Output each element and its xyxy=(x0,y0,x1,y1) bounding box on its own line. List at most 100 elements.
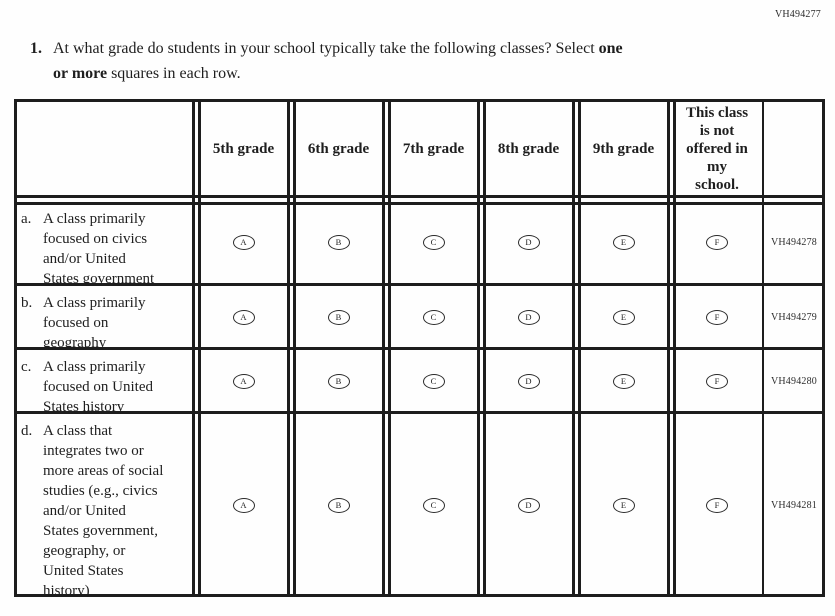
option-bubble-b-F[interactable]: F xyxy=(706,309,728,325)
option-cell: E xyxy=(576,199,671,285)
option-bubble-c-C[interactable]: C xyxy=(422,373,445,389)
option-bubble-b-C[interactable]: C xyxy=(422,309,445,325)
option-letter: D xyxy=(525,375,532,386)
row-label-a: a. A class primarily focused on civics a… xyxy=(14,199,196,285)
option-letter: E xyxy=(620,375,627,386)
option-cell: C xyxy=(386,349,481,413)
option-cell: F xyxy=(671,349,763,413)
option-bubble-c-D[interactable]: D xyxy=(517,373,540,389)
column-header-label: 7th grade xyxy=(402,141,465,157)
option-bubble-b-D[interactable]: D xyxy=(517,309,540,325)
option-bubble-a-E[interactable]: E xyxy=(612,234,635,250)
row-code-text: VH494278 xyxy=(770,236,818,248)
question-text-pre: At what grade do students in your school… xyxy=(53,40,599,57)
option-letter: A xyxy=(240,311,247,322)
row-label-d: d. A class that integrates two or more a… xyxy=(14,413,196,597)
option-cell: A xyxy=(196,285,291,349)
option-bubble-c-E[interactable]: E xyxy=(612,373,635,389)
option-cell: D xyxy=(481,285,576,349)
row-label-text: A class primarily focused on geography xyxy=(43,295,146,349)
option-cell: E xyxy=(576,349,671,413)
survey-table: 5th grade 6th grade 7th grade 8th grade … xyxy=(14,99,825,597)
option-letter: D xyxy=(525,311,532,322)
option-cell: B xyxy=(291,199,386,285)
option-letter: C xyxy=(430,499,437,510)
option-letter: A xyxy=(240,375,247,386)
column-header-not-offered: This class is not offered in my school. xyxy=(671,99,763,199)
option-bubble-d-D[interactable]: D xyxy=(517,497,540,513)
option-letter: A xyxy=(240,499,247,510)
option-bubble-d-E[interactable]: E xyxy=(612,497,635,513)
page-code: VH494277 xyxy=(774,9,821,20)
option-bubble-a-C[interactable]: C xyxy=(422,234,445,250)
option-letter: D xyxy=(525,236,532,247)
option-bubble-b-B[interactable]: B xyxy=(327,309,350,325)
row-letter: d. xyxy=(21,423,33,439)
option-cell: F xyxy=(671,285,763,349)
row-letter: b. xyxy=(21,295,33,311)
option-bubble-c-B[interactable]: B xyxy=(327,373,350,389)
column-header-9th-grade: 9th grade xyxy=(576,99,671,199)
row-code-a: VH494278 xyxy=(763,199,825,285)
option-cell: B xyxy=(291,349,386,413)
option-bubble-c-A[interactable]: A xyxy=(232,373,255,389)
row-letter: a. xyxy=(21,211,32,227)
option-cell: D xyxy=(481,413,576,597)
option-letter: F xyxy=(714,236,720,247)
option-bubble-b-E[interactable]: E xyxy=(612,309,635,325)
option-cell: E xyxy=(576,285,671,349)
option-bubble-d-C[interactable]: C xyxy=(422,497,445,513)
option-bubble-a-F[interactable]: F xyxy=(706,234,728,250)
option-bubble-d-F[interactable]: F xyxy=(706,497,728,513)
option-bubble-a-A[interactable]: A xyxy=(232,234,255,250)
option-letter: C xyxy=(430,236,437,247)
column-header-8th-grade: 8th grade xyxy=(481,99,576,199)
question-text-bold-or-more: or more xyxy=(53,65,108,82)
row-label-text: A class that integrates two or more area… xyxy=(43,423,164,597)
row-code-text: VH494281 xyxy=(770,499,818,511)
row-letter: c. xyxy=(21,359,32,375)
option-cell: C xyxy=(386,285,481,349)
row-label-b: b. A class primarily focused on geograph… xyxy=(14,285,196,349)
row-code-text: VH494279 xyxy=(770,311,818,323)
row-code-c: VH494280 xyxy=(763,349,825,413)
column-header-5th-grade: 5th grade xyxy=(196,99,291,199)
row-label-c: c. A class primarily focused on United S… xyxy=(14,349,196,413)
option-letter: F xyxy=(714,499,720,510)
option-cell: A xyxy=(196,199,291,285)
option-cell: D xyxy=(481,349,576,413)
option-bubble-d-B[interactable]: B xyxy=(327,497,350,513)
option-bubble-a-D[interactable]: D xyxy=(517,234,540,250)
option-cell: D xyxy=(481,199,576,285)
question-block: 1. At what grade do students in your sch… xyxy=(30,36,770,86)
option-bubble-c-F[interactable]: F xyxy=(706,373,728,389)
header-cell-code-empty xyxy=(763,99,825,199)
question-text-bold-one: one xyxy=(598,40,623,57)
option-bubble-a-B[interactable]: B xyxy=(327,234,350,250)
row-code-b: VH494279 xyxy=(763,285,825,349)
column-header-label: 5th grade xyxy=(212,141,275,157)
option-letter: E xyxy=(620,311,627,322)
option-cell: C xyxy=(386,199,481,285)
option-letter: B xyxy=(335,375,342,386)
option-letter: B xyxy=(335,236,342,247)
question-text-post: squares in each row. xyxy=(107,65,241,82)
column-header-label: This class is not offered in my school. xyxy=(685,105,749,193)
table-grid: 5th grade 6th grade 7th grade 8th grade … xyxy=(14,99,825,597)
column-header-label: 9th grade xyxy=(592,141,655,157)
option-bubble-d-A[interactable]: A xyxy=(232,497,255,513)
row-label-text: A class primarily focused on United Stat… xyxy=(43,359,153,413)
option-cell: E xyxy=(576,413,671,597)
header-cell-empty xyxy=(14,99,196,199)
question-text: At what grade do students in your school… xyxy=(53,36,770,86)
option-letter: C xyxy=(430,311,437,322)
option-letter: B xyxy=(335,311,342,322)
row-code-text: VH494280 xyxy=(770,375,818,387)
column-header-label: 8th grade xyxy=(497,141,560,157)
option-cell: A xyxy=(196,413,291,597)
option-letter: F xyxy=(714,375,720,386)
column-header-label: 6th grade xyxy=(307,141,370,157)
row-code-d: VH494281 xyxy=(763,413,825,597)
option-bubble-b-A[interactable]: A xyxy=(232,309,255,325)
